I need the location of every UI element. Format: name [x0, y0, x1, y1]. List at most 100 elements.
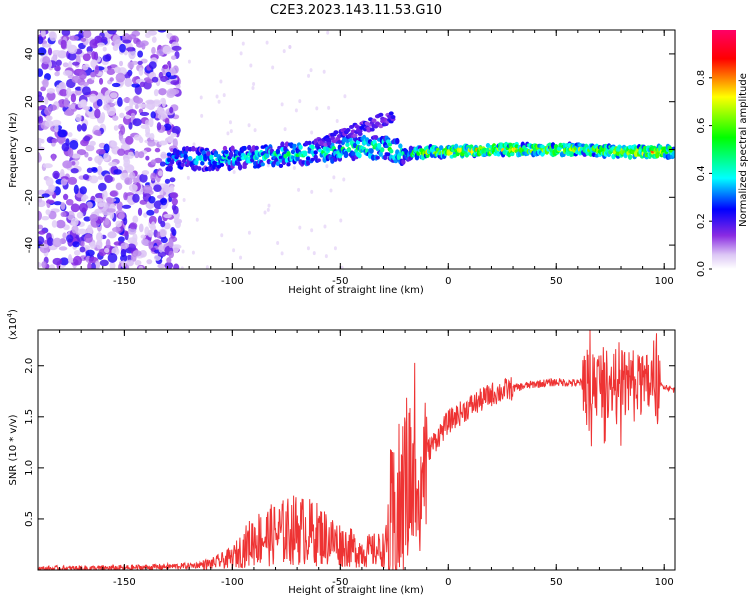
noise-blob — [175, 84, 181, 89]
noise-blob — [48, 184, 56, 192]
ridge-blob — [313, 154, 318, 160]
noise-blob — [82, 174, 90, 181]
noise-blob — [123, 217, 128, 226]
noise-blob — [106, 196, 113, 203]
noise-blob — [69, 139, 79, 150]
noise-blob — [51, 153, 56, 162]
noise-blob — [173, 263, 180, 269]
noise-blob — [78, 30, 85, 40]
noise-blob — [119, 60, 124, 67]
noise-blob — [46, 237, 54, 247]
noise-blob — [89, 140, 96, 147]
noise-blob — [89, 241, 97, 250]
noise-blob — [168, 250, 174, 259]
noise-blob — [187, 59, 191, 64]
noise-blob — [79, 186, 87, 195]
noise-blob — [158, 140, 168, 146]
x-tick-label: 50 — [550, 577, 563, 588]
noise-blob — [61, 30, 71, 37]
y-tick-label: 40 — [24, 48, 35, 61]
ridge-blob — [175, 149, 181, 157]
noise-blob — [89, 175, 99, 184]
noise-blob — [150, 221, 156, 230]
noise-blob — [145, 99, 155, 105]
spectrogram-image — [38, 30, 675, 269]
noise-blob — [98, 77, 104, 85]
noise-blob — [97, 175, 104, 180]
noise-blob — [124, 77, 133, 88]
noise-blob — [45, 177, 54, 187]
noise-blob — [162, 45, 172, 55]
noise-blob — [327, 105, 331, 110]
ridge-blob — [378, 112, 384, 117]
ridge-blob — [188, 156, 193, 161]
noise-blob — [125, 114, 131, 120]
noise-blob — [170, 132, 178, 138]
noise-blob — [298, 225, 302, 230]
colorbar-label: Normalized spectral amplitude — [738, 73, 749, 227]
noise-blob — [219, 79, 223, 84]
noise-blob — [141, 170, 150, 176]
noise-blob — [138, 265, 144, 269]
snr-x-label: Height of straight line (km) — [288, 585, 424, 596]
noise-blob — [267, 203, 271, 208]
noise-blob — [104, 174, 113, 184]
noise-blob — [60, 178, 68, 186]
noise-blob — [120, 242, 129, 250]
ridge-blob — [448, 151, 453, 155]
noise-blob — [51, 119, 62, 127]
x-tick-label: -150 — [113, 577, 136, 588]
noise-blob — [182, 198, 186, 203]
noise-blob — [80, 240, 85, 247]
noise-blob — [123, 157, 131, 167]
noise-blob — [59, 257, 69, 266]
colorbar-tick-label: 0.4 — [696, 165, 707, 181]
noise-blob — [137, 151, 145, 159]
noise-blob — [158, 88, 167, 96]
noise-blob — [169, 177, 176, 183]
ridge-blob — [284, 141, 290, 147]
noise-blob — [61, 142, 70, 152]
noise-blob — [217, 99, 221, 104]
noise-blob — [112, 34, 121, 45]
noise-blob — [170, 227, 176, 233]
noise-blob — [106, 68, 116, 75]
noise-blob — [118, 212, 125, 220]
x-tick-label: -100 — [221, 276, 244, 287]
ridge-blob — [452, 153, 457, 158]
noise-blob — [156, 194, 165, 199]
ridge-blob — [200, 160, 205, 166]
x-tick-label: 100 — [655, 577, 674, 588]
noise-blob — [60, 211, 67, 217]
noise-blob — [126, 243, 137, 252]
ridge-blob — [219, 163, 225, 167]
ridge-blob — [509, 152, 515, 157]
noise-blob — [192, 142, 196, 147]
noise-blob — [171, 198, 178, 206]
noise-blob — [280, 251, 284, 256]
noise-blob — [119, 43, 126, 53]
noise-blob — [195, 217, 199, 222]
noise-blob — [94, 155, 104, 164]
ridge-blob — [269, 148, 275, 153]
ridge-blob — [343, 153, 349, 159]
ridge-blob — [286, 162, 291, 167]
noise-blob — [107, 252, 118, 263]
noise-blob — [119, 112, 125, 118]
ridge-blob — [280, 141, 285, 148]
ridge-blob — [197, 166, 202, 171]
noise-blob — [96, 98, 103, 107]
y-tick-label: 1.0 — [24, 460, 35, 476]
noise-blob — [163, 222, 171, 230]
ridge-blob — [387, 142, 392, 147]
noise-blob — [116, 201, 123, 211]
noise-blob — [112, 115, 119, 121]
noise-blob — [144, 119, 150, 127]
ridge-blob — [275, 148, 281, 155]
noise-blob — [70, 93, 77, 103]
noise-blob — [109, 190, 118, 197]
spectrogram-x-label: Height of straight line (km) — [288, 285, 424, 296]
noise-blob — [82, 30, 92, 39]
ridge-blob — [250, 157, 255, 163]
noise-blob — [87, 262, 92, 269]
